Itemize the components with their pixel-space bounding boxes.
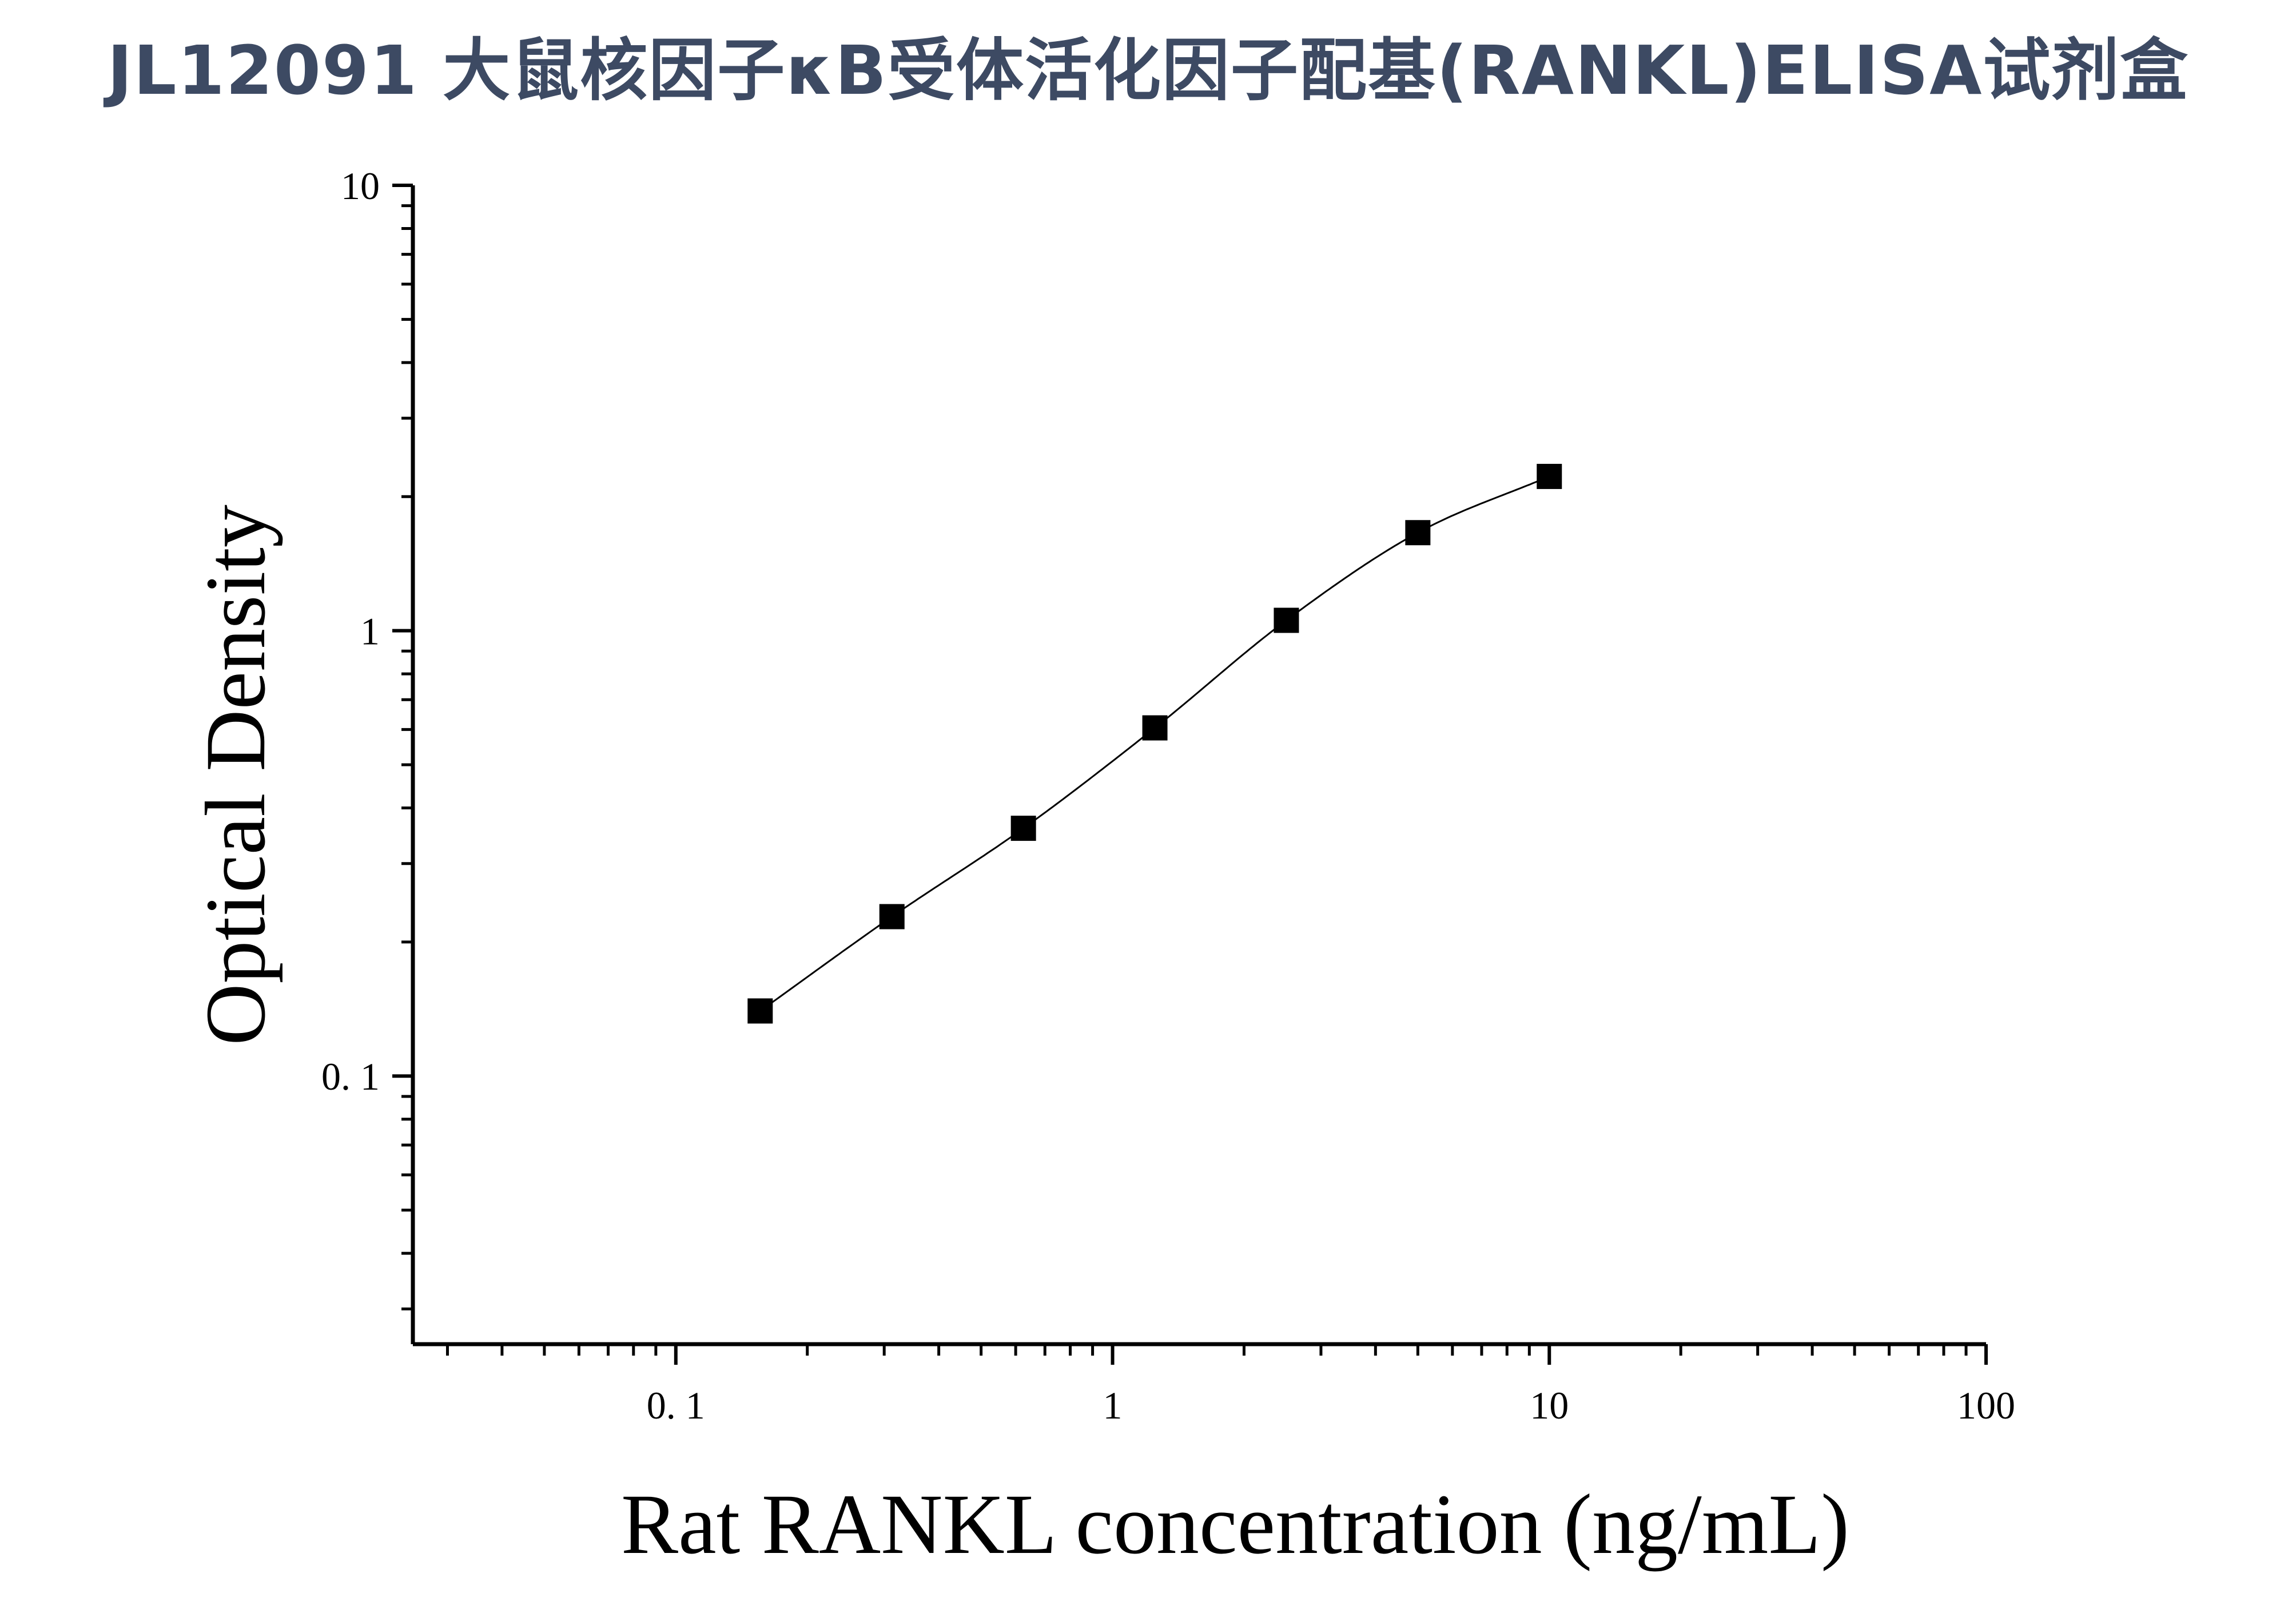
- y-tick-label: 1: [360, 610, 380, 653]
- x-axis-label: Rat RANKL concentration (ng/mL): [621, 1477, 1849, 1572]
- data-point: [1537, 463, 1562, 489]
- x-tick-label: 100: [1957, 1384, 2015, 1427]
- data-point: [879, 904, 905, 929]
- x-tick-label: 10: [1530, 1384, 1569, 1427]
- x-tick-label: 0. 1: [647, 1384, 705, 1427]
- x-tick-label: 1: [1103, 1384, 1123, 1427]
- data-point: [1274, 607, 1299, 633]
- chart-title: JL12091 大鼠核因子κB受体活化因子配基(RANKL)ELISA试剂盒: [107, 31, 2189, 110]
- y-axis-label: Optical Density: [188, 504, 283, 1046]
- data-point: [1405, 520, 1431, 546]
- axes: 0. 1 1 10 100 0. 1 1 10: [321, 164, 2015, 1427]
- data-point: [1010, 816, 1036, 841]
- data-points: [747, 463, 1562, 1024]
- y-tick-label: 10: [341, 164, 380, 208]
- fit-curve: [759, 475, 1550, 1012]
- data-point: [1142, 715, 1168, 741]
- y-tick-label: 0. 1: [321, 1055, 380, 1098]
- axis-labels: Rat RANKL concentration (ng/mL) Optical …: [188, 504, 1849, 1572]
- data-point: [747, 998, 773, 1024]
- fit-curve-layer: [759, 475, 1550, 1012]
